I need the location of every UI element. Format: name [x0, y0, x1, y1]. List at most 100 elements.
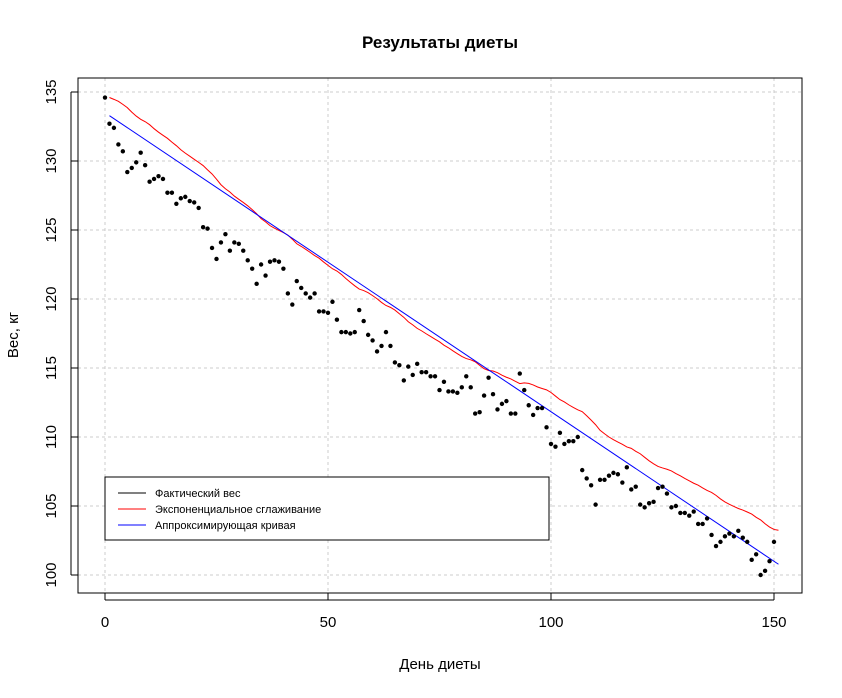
data-point	[606, 473, 612, 478]
data-point	[316, 309, 322, 314]
data-point	[588, 483, 594, 488]
data-point	[664, 491, 670, 496]
data-point	[535, 405, 540, 411]
legend: Фактический вес Экспоненциальное сглажив…	[104, 476, 550, 541]
data-point	[486, 375, 491, 380]
data-point	[281, 266, 286, 271]
y-tick-label: 125	[43, 217, 60, 242]
data-point	[169, 190, 175, 195]
data-point	[232, 240, 237, 245]
data-point	[575, 434, 580, 440]
data-point	[129, 165, 134, 171]
data-point	[437, 387, 442, 393]
y-tick-label: 120	[43, 286, 60, 311]
data-point	[209, 245, 215, 251]
data-point	[597, 477, 603, 482]
x-axis-label: День диеты	[399, 656, 480, 673]
data-point	[401, 378, 407, 383]
data-point	[339, 329, 344, 335]
chart-title: Результаты диеты	[362, 33, 518, 52]
data-point	[107, 121, 112, 126]
data-point	[196, 205, 201, 211]
data-point	[379, 343, 384, 349]
data-point	[731, 534, 737, 539]
data-point	[294, 278, 299, 284]
data-point	[236, 241, 241, 246]
data-point	[602, 477, 607, 482]
data-point	[682, 510, 687, 516]
data-point	[111, 125, 117, 131]
data-point	[736, 528, 741, 534]
legend-label-smoothing: Экспоненциальное сглаживание	[155, 504, 321, 516]
data-point	[174, 201, 179, 206]
data-point	[383, 329, 389, 335]
data-point	[526, 403, 531, 408]
data-point	[727, 531, 732, 536]
data-point	[642, 505, 647, 510]
data-point	[655, 485, 661, 491]
data-point	[553, 444, 558, 449]
data-point	[695, 521, 701, 527]
data-point	[678, 510, 683, 516]
data-point	[508, 411, 514, 416]
data-point	[495, 407, 500, 412]
data-point	[343, 329, 349, 335]
data-point	[499, 401, 505, 407]
x-tick-label: 100	[538, 614, 563, 631]
data-point	[481, 393, 487, 398]
data-point	[410, 372, 415, 378]
data-point	[713, 543, 719, 549]
y-tick-label: 130	[43, 148, 60, 173]
data-point	[160, 176, 166, 182]
data-point	[334, 317, 340, 322]
data-point	[147, 179, 152, 184]
data-point	[629, 487, 634, 492]
data-point	[214, 256, 219, 262]
data-point	[432, 374, 438, 379]
data-point	[700, 521, 705, 527]
data-point	[441, 379, 447, 384]
y-tick-label: 135	[43, 79, 60, 104]
data-point	[165, 190, 170, 195]
data-point	[472, 411, 478, 416]
data-point	[740, 535, 745, 540]
data-point	[415, 361, 420, 367]
data-point	[227, 248, 233, 253]
data-point	[423, 369, 429, 375]
data-point	[753, 552, 759, 557]
legend-label-actual: Фактический вес	[155, 488, 241, 500]
data-point	[192, 200, 197, 205]
data-point	[517, 371, 522, 376]
data-point	[633, 484, 638, 489]
data-point	[183, 194, 188, 200]
data-point	[357, 307, 362, 313]
data-point	[205, 226, 210, 231]
data-point	[718, 539, 723, 545]
data-point	[504, 398, 509, 404]
data-point	[303, 291, 308, 296]
data-point	[406, 364, 411, 369]
data-point	[767, 559, 772, 564]
data-point	[272, 258, 277, 263]
data-point	[522, 387, 527, 393]
data-point	[722, 534, 728, 539]
data-point	[388, 343, 393, 349]
data-point	[638, 502, 643, 507]
data-point	[254, 281, 259, 287]
data-point	[321, 309, 326, 314]
data-point	[749, 557, 754, 563]
x-tick-label: 50	[320, 614, 337, 631]
data-point	[348, 331, 353, 336]
data-point	[646, 501, 652, 506]
smoothing-line	[109, 97, 779, 531]
data-point	[134, 160, 139, 165]
y-tick-label: 115	[43, 356, 60, 380]
data-point	[566, 438, 572, 444]
legend-box	[104, 476, 550, 541]
data-point	[762, 568, 768, 574]
data-point	[673, 503, 679, 509]
data-point	[223, 231, 228, 237]
data-point	[464, 374, 469, 379]
